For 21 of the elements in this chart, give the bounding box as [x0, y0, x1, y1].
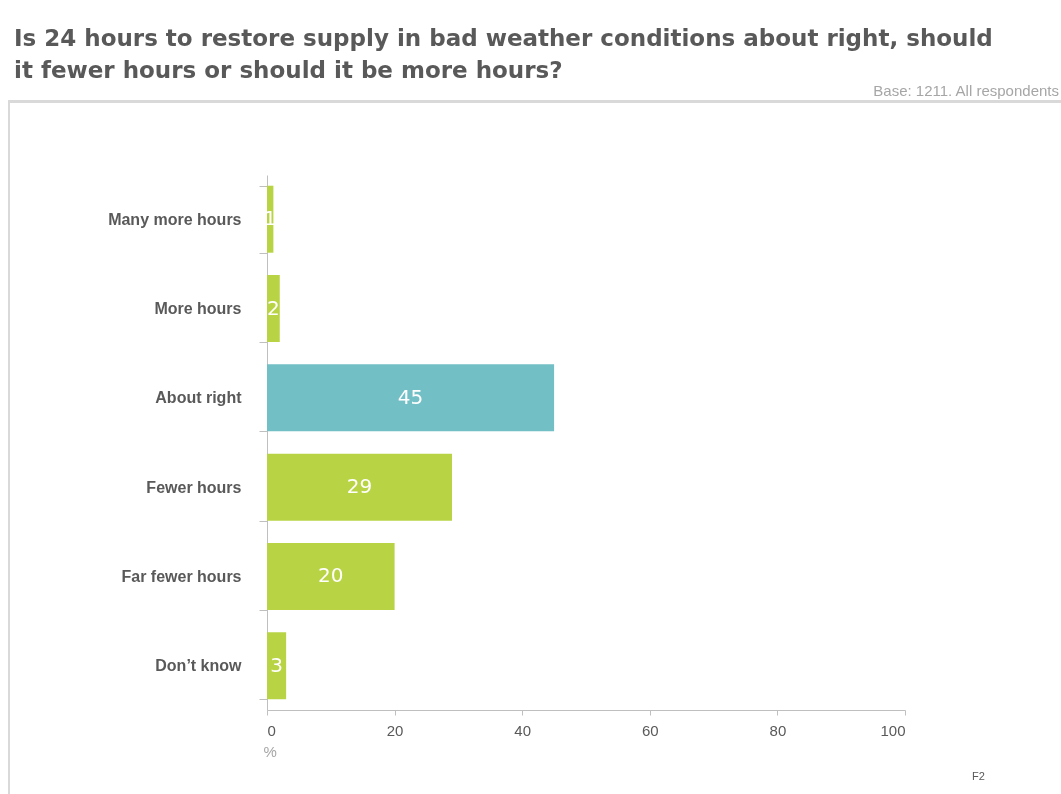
- data-label: 2: [267, 295, 280, 320]
- x-tick-label: 60: [641, 721, 659, 739]
- data-label: 45: [397, 384, 424, 409]
- text: F2: [972, 770, 985, 782]
- y-tick-label: More hours: [154, 300, 242, 318]
- x-tick-label: 0: [267, 721, 276, 739]
- x-tick-label: 80: [769, 721, 787, 739]
- data-label: 3: [270, 652, 283, 677]
- x-axis-title: %: [263, 742, 277, 760]
- y-tick-label: Far fewer hours: [121, 567, 242, 585]
- y-tick-label: Many more hours: [108, 210, 242, 228]
- data-label: 29: [346, 474, 373, 499]
- y-tick-label: Don’t know: [155, 657, 243, 675]
- y-tick-label: Fewer hours: [146, 478, 242, 496]
- data-label: 20: [318, 563, 344, 588]
- x-tick-label: 40: [514, 721, 532, 739]
- x-tick-label: 20: [386, 721, 404, 739]
- y-tick-label: About right: [155, 389, 243, 407]
- x-tick-label: 100: [880, 721, 906, 739]
- chart-title: Is 24 hours to restore supply in bad weather conditions about right, should it fewer hours or should it be more hours?: [14, 25, 993, 83]
- text: Base: 1211. All respondents: [873, 82, 1059, 99]
